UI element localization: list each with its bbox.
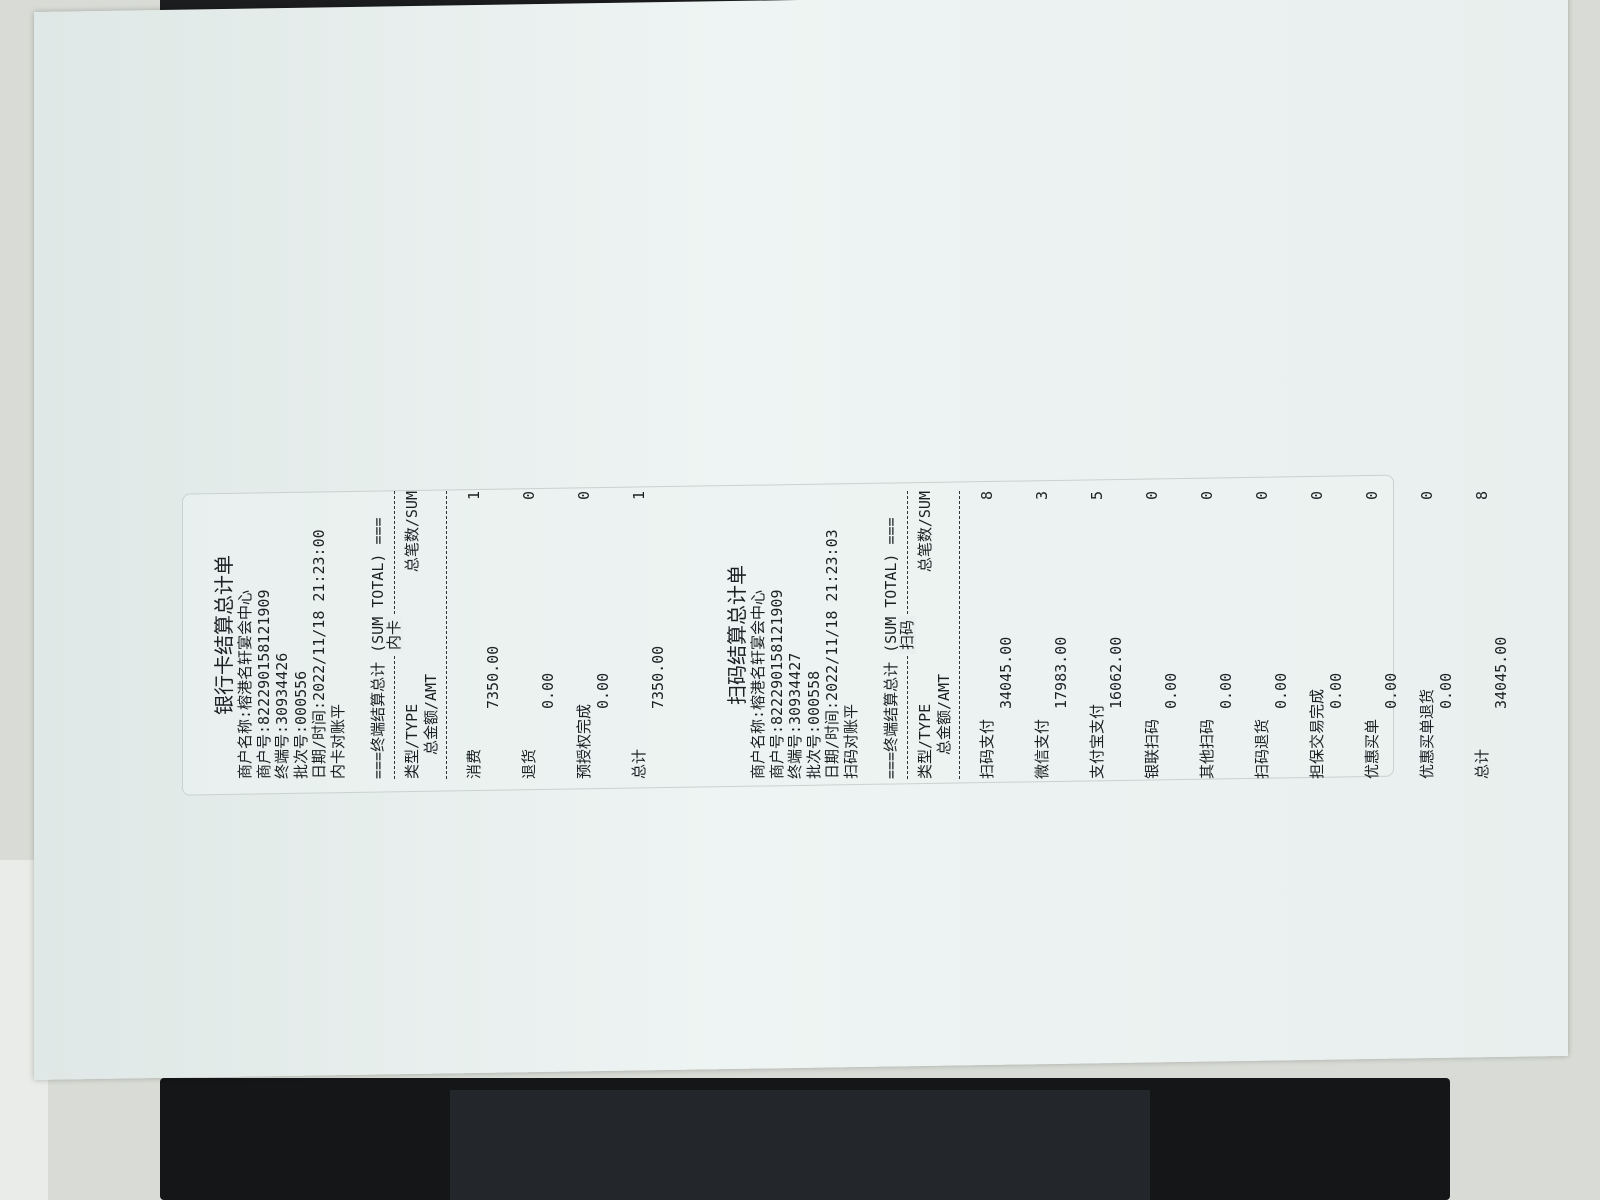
batch-no: 批次号:000558 <box>804 670 823 779</box>
row-type: 微信支付 <box>1033 718 1051 779</box>
row-amount: 0.00 <box>1161 672 1180 709</box>
col-amount: 总金额/AMT <box>934 673 953 755</box>
merchant-name: 商户名称:榕港名轩宴会中心 <box>236 589 254 779</box>
terminal-no: 终端号:30934427 <box>786 652 804 779</box>
row-type: 退货 <box>520 748 538 779</box>
row-amount: 0.00 <box>1271 672 1290 709</box>
terminal-no: 终端号:30934426 <box>273 652 291 779</box>
divider <box>446 491 447 779</box>
merchant-no: 商户号:822290158121909 <box>254 589 273 780</box>
datetime: 日期/时间:2022/11/18 21:23:03 <box>823 529 841 779</box>
merchant-no: 商户号:822290158121909 <box>767 589 786 780</box>
row-count: 3 <box>1033 491 1051 501</box>
table-row: 微信支付 3 17983.00 <box>1033 491 1070 779</box>
row-amount: 0.00 <box>538 672 557 709</box>
row-count: 0 <box>1363 491 1381 501</box>
row-type: 优惠买单退货 <box>1418 688 1436 779</box>
row-amount: 0.00 <box>1436 672 1455 709</box>
col-type: 类型/TYPE <box>403 703 421 779</box>
table-row: 消费 1 7350.00 <box>465 491 502 779</box>
row-amount: 0.00 <box>1216 672 1235 709</box>
receipt-title: 扫码结算总计单 <box>725 565 749 705</box>
row-amount: 34045.00 <box>1491 636 1510 709</box>
table-row: 预授权完成 0 0.00 <box>575 491 612 779</box>
table-row: 支付宝支付 5 16062.00 <box>1088 491 1125 779</box>
row-count: 1 <box>465 491 483 501</box>
row-count: 0 <box>1143 491 1161 501</box>
row-type: 扫码退货 <box>1253 718 1271 779</box>
table-row: 总计 8 34045.00 <box>1473 491 1510 779</box>
col-type: 类型/TYPE <box>916 703 934 779</box>
row-amount: 17983.00 <box>1051 636 1070 709</box>
row-count: 0 <box>1253 491 1271 501</box>
scanner-slot <box>450 1090 1150 1200</box>
row-amount: 34045.00 <box>996 636 1015 709</box>
row-type: 担保交易完成 <box>1308 688 1326 779</box>
row-type: 扫码支付 <box>978 718 996 779</box>
receipt-content: 银行卡结算总计单 商户名称:榕港名轩宴会中心 商户号:822290158121909… <box>150 485 1510 785</box>
row-type: 总计 <box>630 748 648 779</box>
row-count: 8 <box>1473 491 1491 501</box>
table-row: 担保交易完成 0 0.00 <box>1308 491 1345 779</box>
spacer <box>150 491 210 779</box>
col-count: 总笔数/SUM <box>916 491 934 573</box>
row-count: 5 <box>1088 491 1106 501</box>
table-row: 其他扫码 0 0.00 <box>1198 491 1235 779</box>
column-header: 类型/TYPE 总笔数/SUM <box>403 491 422 779</box>
row-type: 总计 <box>1473 748 1491 779</box>
row-count: 0 <box>520 491 538 501</box>
col-count: 总笔数/SUM <box>403 491 421 573</box>
row-type: 优惠买单 <box>1363 718 1381 779</box>
divider <box>959 491 960 779</box>
table-row: 扫码支付 8 34045.00 <box>978 491 1015 779</box>
row-count: 8 <box>978 491 996 501</box>
row-amount: 0.00 <box>1381 672 1400 709</box>
status: 扫码对账平 <box>841 703 860 779</box>
table-row: 优惠买单退货 0 0.00 <box>1418 491 1455 779</box>
row-amount: 7350.00 <box>648 645 667 709</box>
row-count: 0 <box>1198 491 1216 501</box>
row-count: 1 <box>630 491 648 501</box>
table-row: 退货 0 0.00 <box>520 491 557 779</box>
row-type: 消费 <box>465 748 483 779</box>
scan-receipt: 扫码结算总计单 商户名称:榕港名轩宴会中心 商户号:822290158121909 终… <box>667 491 1510 779</box>
row-amount: 7350.00 <box>483 645 502 709</box>
spacer <box>667 491 723 779</box>
table-row: 扫码退货 0 0.00 <box>1253 491 1290 779</box>
batch-no: 批次号:000556 <box>291 670 310 779</box>
row-count: 0 <box>1418 491 1436 501</box>
row-type: 支付宝支付 <box>1088 703 1106 779</box>
row-count: 0 <box>1308 491 1326 501</box>
receipt-title: 银行卡结算总计单 <box>212 555 236 715</box>
row-amount: 0.00 <box>1326 672 1345 709</box>
merchant-name: 商户名称:榕港名轩宴会中心 <box>749 589 767 779</box>
col-amount: 总金额/AMT <box>421 673 440 755</box>
datetime: 日期/时间:2022/11/18 21:23:00 <box>310 529 328 779</box>
table-row: 银联扫码 0 0.00 <box>1143 491 1180 779</box>
table-row: 总计 1 7350.00 <box>630 491 667 779</box>
row-count: 0 <box>575 491 593 501</box>
column-header: 类型/TYPE 总笔数/SUM <box>916 491 935 779</box>
status: 内卡对账平 <box>328 703 347 779</box>
row-amount: 16062.00 <box>1106 636 1125 709</box>
row-type: 预授权完成 <box>575 703 593 779</box>
row-amount: 0.00 <box>593 672 612 709</box>
row-type: 银联扫码 <box>1143 718 1161 779</box>
row-type: 其他扫码 <box>1198 718 1216 779</box>
bank-card-receipt: 银行卡结算总计单 商户名称:榕港名轩宴会中心 商户号:822290158121909… <box>150 491 667 779</box>
table-row: 优惠买单 0 0.00 <box>1363 491 1400 779</box>
